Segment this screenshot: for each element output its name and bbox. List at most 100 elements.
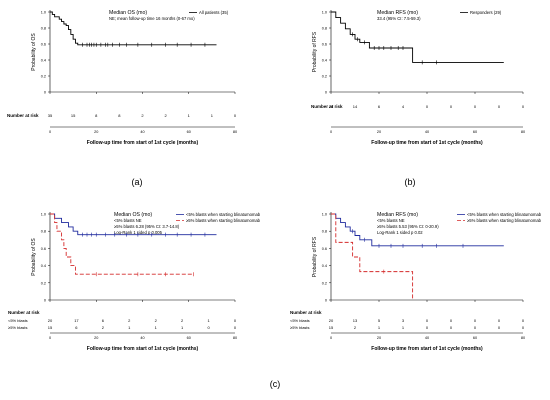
chart-subtitle: Log-Rank 1 sided p 0.02	[377, 230, 423, 235]
y-axis-label: Probability of OS	[31, 33, 37, 71]
x-tick-label: 60	[473, 130, 477, 134]
x-tick-label: 20	[377, 130, 381, 134]
y-tick-label: 1.0	[41, 213, 46, 217]
y-tick-label: 0.4	[322, 59, 327, 63]
panel-c-right-km-rfs-blasts: 0 0.2 0.4 0.6 0.8 1.0 Probability of RFS Median…	[290, 212, 542, 352]
risk-table-title: Number at risk	[311, 104, 343, 109]
y-tick-label: 0.4	[41, 264, 46, 268]
risk-value: 2	[141, 113, 144, 118]
legend-entry: <5% blasts when starting blinatumomab	[186, 212, 261, 217]
risk-row-label: <5% blasts	[290, 318, 310, 323]
chart-title: Median RFS (mo)	[377, 10, 418, 16]
y-tick-label: 0.2	[322, 75, 327, 79]
risk-value: 0	[522, 104, 525, 109]
risk-row-label: <5% blasts	[8, 318, 28, 323]
risk-value: 1	[207, 318, 210, 323]
risk-value: 0	[498, 104, 501, 109]
x-tick-label: 60	[187, 336, 191, 340]
legend-entry: ≥5% blasts when starting blinatumomab	[467, 218, 542, 223]
x-tick-label: 60	[473, 336, 477, 340]
risk-value: 0	[234, 325, 237, 330]
y-tick-label: 0.8	[41, 27, 46, 31]
risk-value: 0	[426, 325, 429, 330]
x-tick-label: 40	[425, 336, 429, 340]
x-axis-label: Follow-up time from start of 1st cycle (…	[371, 140, 483, 146]
risk-value: 0	[234, 113, 237, 118]
risk-value: 0	[234, 318, 237, 323]
risk-value: 2	[181, 318, 184, 323]
y-tick-label: 0	[325, 91, 327, 95]
panel-label-a: (a)	[132, 177, 143, 187]
risk-value: 6	[102, 318, 105, 323]
km-curve-series-0	[331, 213, 504, 247]
chart-subtitle: ≥5% blasts 5.53 (95% CI: 0-20.9)	[377, 224, 439, 229]
y-tick-label: 0.4	[322, 264, 327, 268]
y-axis-label: Probability of OS	[31, 238, 37, 276]
x-tick-label: 80	[233, 336, 237, 340]
chart-subtitle: ≥5% blasts 6.28 (95% CI: 3.7-14.8)	[114, 224, 180, 229]
panel-a-km-os-all: 0 0.2 0.4 0.6 0.8 1.0 Probability of OS Median …	[7, 10, 237, 146]
x-tick-label: 40	[425, 130, 429, 134]
risk-value: 0	[450, 318, 453, 323]
x-tick-label: 40	[140, 130, 144, 134]
risk-value: 5	[378, 318, 381, 323]
x-tick-label: 80	[521, 130, 525, 134]
risk-value: 0	[450, 325, 453, 330]
risk-value: 20	[329, 318, 334, 323]
km-curve-series-0	[331, 11, 504, 63]
risk-value: 0	[426, 318, 429, 323]
legend-entry: All patients (35)	[199, 10, 229, 15]
y-axis-label: Probability of RFS	[312, 31, 318, 72]
y-tick-label: 0.6	[322, 43, 327, 47]
risk-value: 0	[498, 318, 501, 323]
risk-value: 6	[378, 104, 381, 109]
risk-value: 1	[402, 325, 405, 330]
x-tick-label: 80	[233, 130, 237, 134]
risk-value: 2	[165, 113, 168, 118]
y-tick-label: 0.6	[41, 247, 46, 251]
chart-subtitle: <5% blasts NE	[377, 218, 405, 223]
y-tick-label: 0	[325, 299, 327, 303]
panel-label-b: (b)	[405, 177, 416, 187]
risk-value: 15	[71, 113, 76, 118]
chart-title: Median OS (mo)	[109, 10, 147, 16]
legend-entry: ≥5% blasts when starting blinatumomab	[186, 218, 261, 223]
risk-value: 0	[450, 104, 453, 109]
risk-value: 2	[128, 318, 131, 323]
legend-entry: <5% blasts when starting blinatumomab	[467, 212, 542, 217]
x-tick-label: 20	[94, 130, 98, 134]
x-tick-label: 20	[94, 336, 98, 340]
risk-value: 6	[75, 325, 78, 330]
y-tick-label: 1.0	[41, 11, 46, 15]
risk-value: 0	[522, 318, 525, 323]
risk-value: 0	[474, 318, 477, 323]
risk-value: 4	[402, 104, 405, 109]
y-tick-label: 0.4	[41, 59, 46, 63]
risk-value: 29	[329, 104, 334, 109]
x-axis-label: Follow-up time from start of 1st cycle (…	[371, 346, 483, 352]
risk-value: 15	[48, 325, 53, 330]
legend-entry: Responders (29)	[470, 10, 502, 15]
km-curve-series-0	[50, 11, 217, 46]
chart-subtitle: 33.4 (95% CI: 7.5-59.3)	[377, 16, 421, 21]
y-tick-label: 1.0	[322, 213, 327, 217]
x-tick-label: 20	[377, 336, 381, 340]
risk-value: 3	[402, 318, 405, 323]
x-tick-label: 0	[330, 130, 332, 134]
y-tick-label: 0.8	[322, 27, 327, 31]
risk-value: 1	[378, 325, 381, 330]
risk-value: 8	[118, 113, 121, 118]
risk-value: 0	[522, 325, 525, 330]
risk-row-label: ≥5% blasts	[290, 325, 310, 330]
y-tick-label: 0.2	[322, 281, 327, 285]
y-tick-label: 0.8	[41, 230, 46, 234]
risk-value: 2	[155, 318, 158, 323]
risk-value: 0	[207, 325, 210, 330]
x-tick-label: 80	[521, 336, 525, 340]
chart-subtitle: Log-Rank 1 sided p 0.005	[114, 230, 163, 235]
y-tick-label: 0.6	[41, 43, 46, 47]
y-tick-label: 0.2	[41, 281, 46, 285]
risk-table-title: Number at risk	[290, 310, 322, 315]
chart-subtitle: <5% blasts NE	[114, 218, 142, 223]
x-axis-label: Follow-up time from start of 1st cycle (…	[87, 346, 199, 352]
